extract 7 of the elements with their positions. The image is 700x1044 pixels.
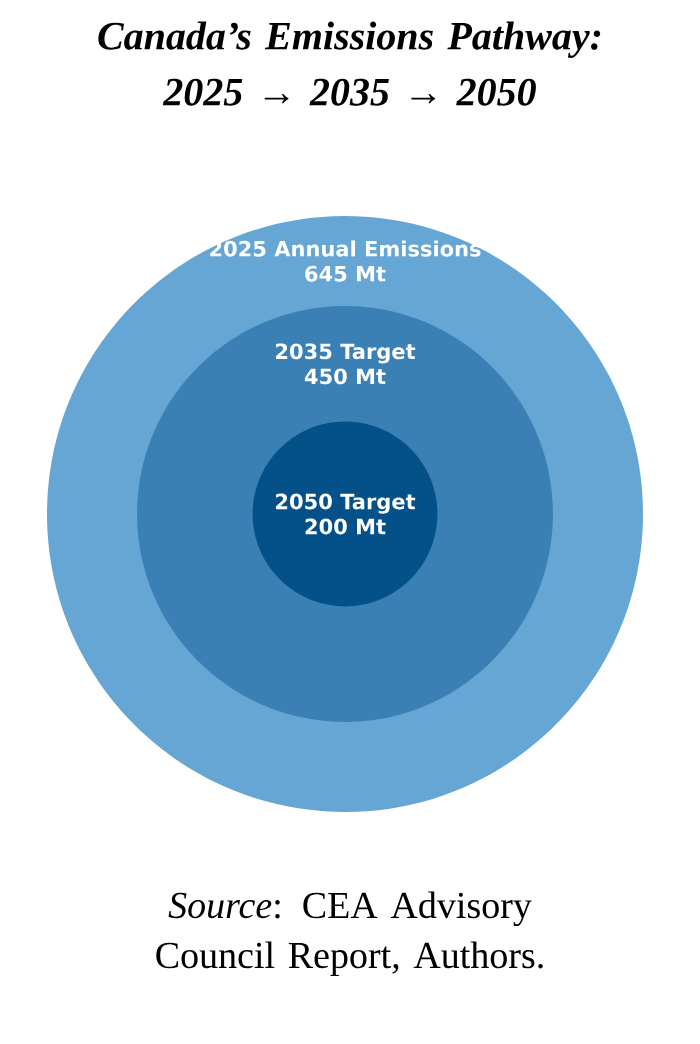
text: Source: CEA Advisory Council Report, Authors. xyxy=(156,891,543,976)
data-label: 200 Mt xyxy=(305,518,386,535)
category-label: 2035 Target xyxy=(276,343,416,364)
text: Canada’s Emissions Pathway: 2025 → 2035 → 2050 xyxy=(98,21,601,106)
data-label: 645 Mt xyxy=(305,265,386,282)
data-label: 450 Mt xyxy=(304,368,386,385)
category-label: 2050 Target xyxy=(276,493,416,514)
